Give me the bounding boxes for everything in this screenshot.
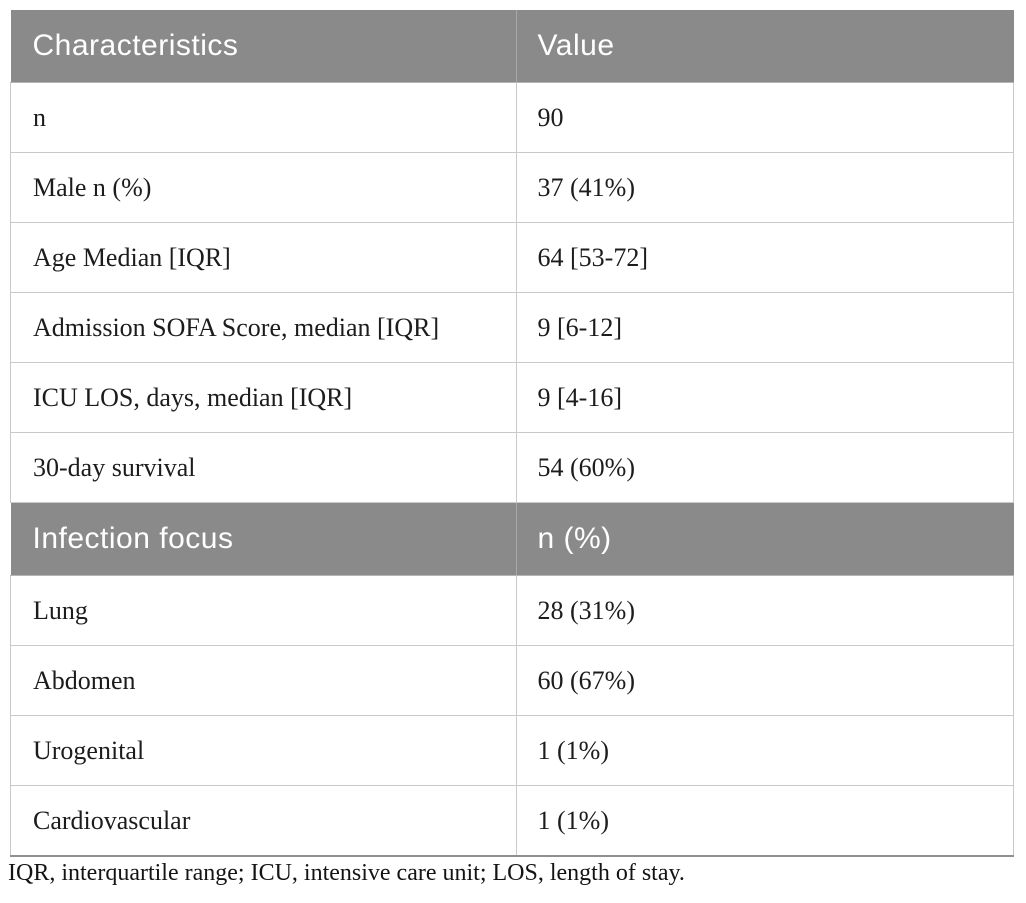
row-value: 9 [6-12] — [515, 292, 1014, 363]
column-header-characteristics: Characteristics — [10, 10, 516, 83]
row-value: 54 (60%) — [515, 432, 1014, 503]
table-row: 30-day survival 54 (60%) — [10, 432, 1014, 503]
table-row: Urogenital 1 (1%) — [10, 715, 1014, 786]
row-value: 37 (41%) — [515, 152, 1014, 223]
row-label: Admission SOFA Score, median [IQR] — [10, 292, 516, 363]
table-row: Lung 28 (31%) — [10, 575, 1014, 646]
row-value: 64 [53-72] — [515, 222, 1014, 293]
table-header-row-infection-focus: Infection focus n (%) — [10, 502, 1014, 576]
row-value: 9 [4-16] — [515, 362, 1014, 433]
section-header-n-percent: n (%) — [515, 502, 1014, 576]
row-label: Urogenital — [10, 715, 516, 786]
table-row: n 90 — [10, 82, 1014, 153]
table-row: ICU LOS, days, median [IQR] 9 [4-16] — [10, 362, 1014, 433]
row-label: Cardiovascular — [10, 785, 516, 857]
table-footnote: IQR, interquartile range; ICU, intensive… — [8, 860, 685, 886]
row-label: Age Median [IQR] — [10, 222, 516, 293]
row-label: 30-day survival — [10, 432, 516, 503]
row-label: Abdomen — [10, 645, 516, 716]
table-row: Cardiovascular 1 (1%) — [10, 785, 1014, 857]
table-row: Age Median [IQR] 64 [53-72] — [10, 222, 1014, 293]
row-value: 90 — [515, 82, 1014, 153]
table-header-row-characteristics: Characteristics Value — [10, 10, 1014, 83]
table-row: Abdomen 60 (67%) — [10, 645, 1014, 716]
row-label: Lung — [10, 575, 516, 646]
table-row: Male n (%) 37 (41%) — [10, 152, 1014, 223]
row-label: Male n (%) — [10, 152, 516, 223]
row-label: ICU LOS, days, median [IQR] — [10, 362, 516, 433]
column-header-value: Value — [515, 10, 1014, 83]
row-value: 1 (1%) — [515, 785, 1014, 857]
patient-characteristics-table: Characteristics Value n 90 Male n (%) 37… — [10, 10, 1014, 857]
row-value: 28 (31%) — [515, 575, 1014, 646]
section-header-infection-focus: Infection focus — [10, 502, 516, 576]
row-value: 1 (1%) — [515, 715, 1014, 786]
row-label: n — [10, 82, 516, 153]
row-value: 60 (67%) — [515, 645, 1014, 716]
table-row: Admission SOFA Score, median [IQR] 9 [6-… — [10, 292, 1014, 363]
